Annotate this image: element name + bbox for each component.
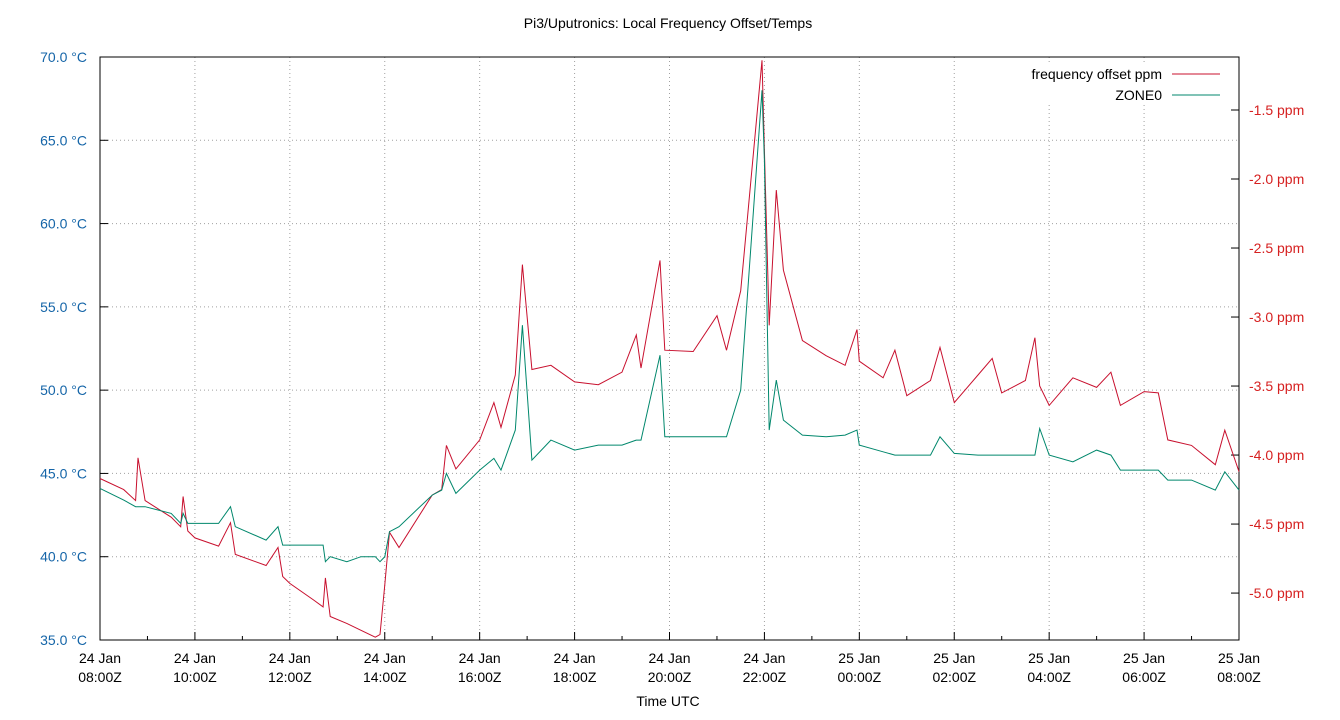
y-tick-label: 65.0 °C: [40, 132, 87, 148]
x-tick-label: 24 Jan 10:00Z: [173, 650, 217, 685]
x-tick-label: 24 Jan 08:00Z: [78, 650, 122, 685]
y2-tick-label: -2.5 ppm: [1249, 240, 1304, 256]
y2-tick-label: -5.0 ppm: [1249, 585, 1304, 601]
x-tick-label: 25 Jan 06:00Z: [1122, 650, 1166, 685]
y2-tick-label: -1.5 ppm: [1249, 102, 1304, 118]
y2-tick-label: -2.0 ppm: [1249, 171, 1304, 187]
plot-frame: [99, 56, 1240, 641]
x-tick-label: 24 Jan 20:00Z: [648, 650, 692, 685]
y-tick-label: 45.0 °C: [40, 465, 87, 481]
data-line: [99, 60, 1240, 638]
data-line: [99, 90, 1240, 563]
x-tick-label: 25 Jan 04:00Z: [1027, 650, 1071, 685]
x-axis-label: Time UTC: [636, 693, 699, 709]
x-tick-label: 25 Jan 00:00Z: [838, 650, 882, 685]
y-tick-label: 55.0 °C: [40, 299, 87, 315]
legend-box: [1000, 64, 1230, 104]
y2-tick-label: -4.5 ppm: [1249, 516, 1304, 532]
legend-label: ZONE0: [1115, 87, 1162, 103]
y-tick-label: 40.0 °C: [40, 549, 87, 565]
y2-tick-label: -4.0 ppm: [1249, 447, 1304, 463]
x-tick-label: 24 Jan 14:00Z: [363, 650, 407, 685]
y-tick-label: 35.0 °C: [40, 632, 87, 648]
y-tick-label: 60.0 °C: [40, 216, 87, 232]
chart-title: Pi3/Uputronics: Local Frequency Offset/T…: [524, 15, 812, 31]
x-tick-label: 25 Jan 08:00Z: [1217, 650, 1261, 685]
x-tick-label: 25 Jan 02:00Z: [932, 650, 976, 685]
y-tick-label: 50.0 °C: [40, 382, 87, 398]
x-tick-label: 24 Jan 18:00Z: [553, 650, 597, 685]
x-tick-label: 24 Jan 22:00Z: [743, 650, 787, 685]
x-tick-label: 24 Jan 12:00Z: [268, 650, 312, 685]
y-tick-label: 70.0 °C: [40, 49, 87, 65]
legend-label: frequency offset ppm: [1032, 66, 1162, 82]
y2-tick-label: -3.5 ppm: [1249, 378, 1304, 394]
y2-tick-label: -3.0 ppm: [1249, 309, 1304, 325]
x-tick-label: 24 Jan 16:00Z: [458, 650, 502, 685]
